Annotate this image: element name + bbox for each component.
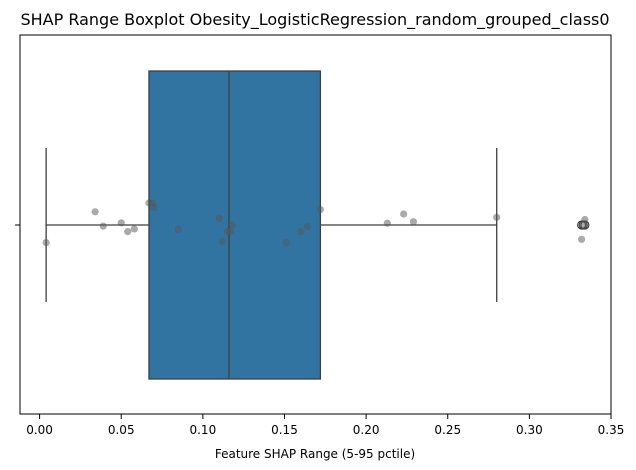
data-point xyxy=(42,239,50,247)
data-point xyxy=(91,208,99,216)
x-tick-label: 0.25 xyxy=(434,423,461,437)
x-tick-label: 0.20 xyxy=(353,423,380,437)
data-point xyxy=(578,235,586,243)
data-point xyxy=(227,228,235,236)
data-point xyxy=(400,210,408,218)
x-tick-label: 0.15 xyxy=(271,423,298,437)
data-point xyxy=(581,215,589,224)
x-tick-label: 0.35 xyxy=(598,423,625,437)
data-point xyxy=(99,222,107,230)
data-point xyxy=(215,214,223,222)
data-point xyxy=(316,206,324,214)
data-point xyxy=(117,219,125,227)
chart-title: SHAP Range Boxplot Obesity_LogisticRegre… xyxy=(20,10,609,30)
data-point xyxy=(579,221,587,229)
x-tick-label: 0.30 xyxy=(516,423,543,437)
data-point xyxy=(493,213,501,221)
data-point xyxy=(174,225,182,233)
x-axis: 0.00 0.05 0.10 0.15 0.20 0.25 0.30 0.35 xyxy=(26,414,624,437)
data-point xyxy=(297,228,305,236)
data-point xyxy=(228,221,236,229)
x-tick-label: 0.00 xyxy=(26,423,53,437)
x-tick-label: 0.10 xyxy=(189,423,216,437)
data-point xyxy=(130,225,138,233)
x-axis-label: Feature SHAP Range (5-95 pctile) xyxy=(215,447,415,461)
data-point xyxy=(282,239,290,247)
data-point xyxy=(124,228,132,236)
data-point xyxy=(150,203,158,211)
data-point xyxy=(409,218,418,226)
data-point xyxy=(383,219,391,227)
points-group xyxy=(42,199,589,247)
x-tick-label: 0.05 xyxy=(108,423,135,437)
box-group xyxy=(45,70,590,380)
data-point xyxy=(303,223,311,231)
data-point xyxy=(218,237,227,246)
